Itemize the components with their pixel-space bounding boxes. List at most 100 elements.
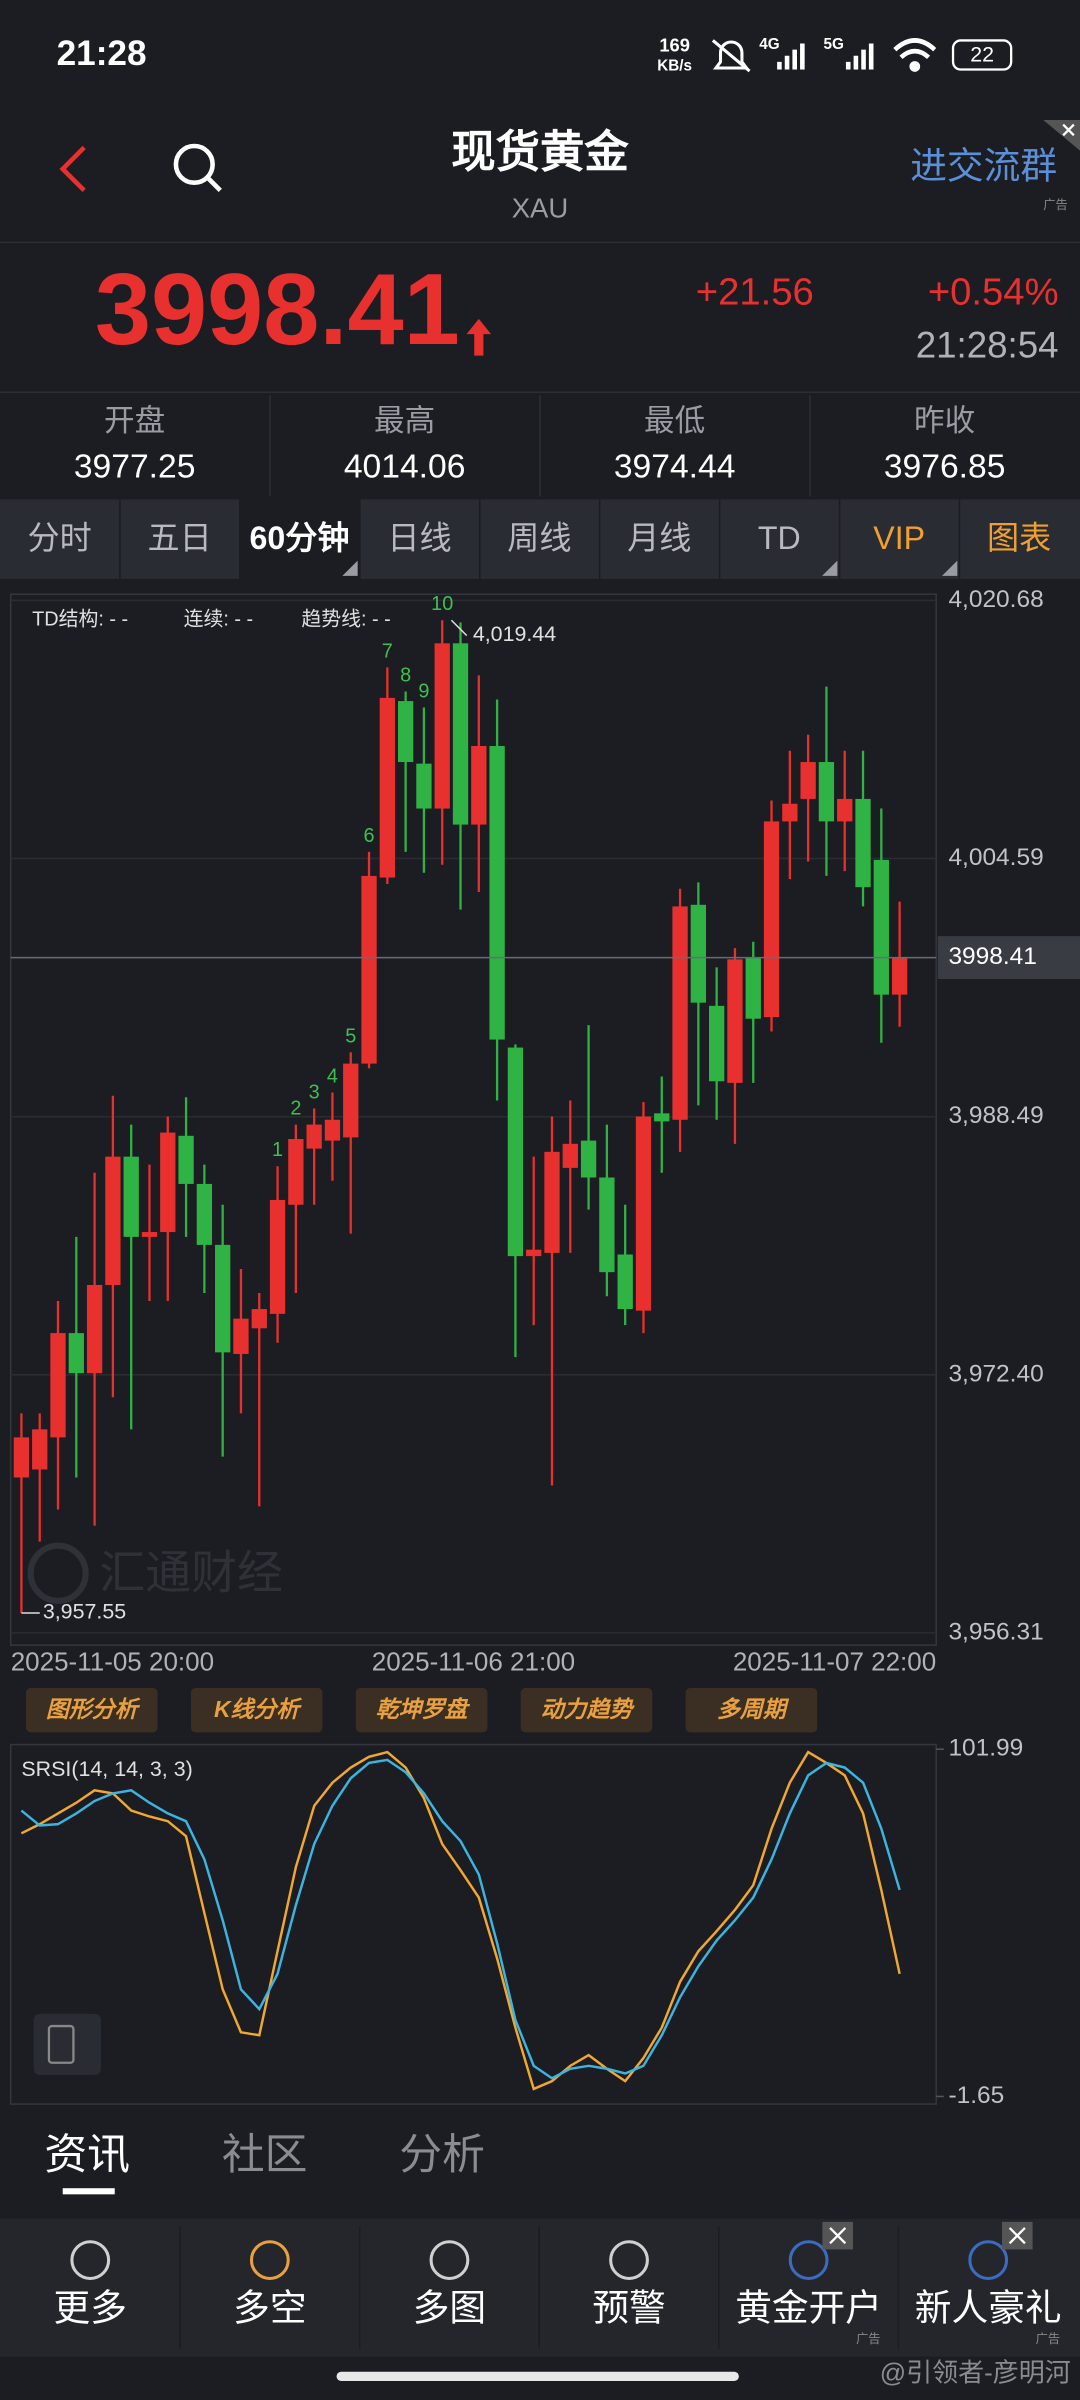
- period-tab[interactable]: 日线: [387, 520, 451, 556]
- candle-body: [727, 959, 743, 1083]
- period-tab[interactable]: 60分钟: [250, 520, 350, 556]
- nav-icon: [968, 2240, 1009, 2280]
- nav-label[interactable]: 预警: [592, 2287, 665, 2328]
- ad-close-x: [829, 2227, 847, 2245]
- candle-body: [599, 1177, 615, 1273]
- candle-body: [891, 957, 908, 995]
- period-tabs: 分时 五日 60分钟 日线 周线 月线 TD VIP 图表: [28, 499, 1051, 579]
- tool-label[interactable]: 乾坤罗盘: [376, 1696, 471, 1722]
- candle-body: [251, 1309, 267, 1329]
- indicator-line: [20, 1758, 901, 2080]
- stat-value: 3976.85: [884, 449, 1006, 486]
- last-price-label: 3998.41: [948, 943, 1036, 970]
- group-ad[interactable]: 进交流群: [910, 146, 1057, 187]
- y-tick-label: 4,020.68: [948, 586, 1043, 613]
- candle-body: [160, 1132, 176, 1233]
- legend-item: 连续: - -: [184, 608, 254, 630]
- nav-label[interactable]: 新人豪礼: [915, 2287, 1062, 2328]
- period-tab[interactable]: 周线: [507, 520, 571, 556]
- fullscreen-button[interactable]: [33, 2013, 101, 2076]
- candle-body: [141, 1232, 158, 1237]
- stat-label: 最低: [644, 404, 705, 438]
- candle-body: [105, 1156, 121, 1285]
- candle-body: [288, 1139, 304, 1205]
- chart-layer: 4,020.68 4,004.59 3,988.49 3,972.40 3,956.31…: [10, 586, 1080, 2109]
- stats-row: 开盘 3977.25 最高 4014.06 最低 3974.44 昨收 3976.85: [74, 395, 1006, 497]
- section-tab[interactable]: 资讯: [44, 2131, 130, 2179]
- section-tab[interactable]: 社区: [222, 2131, 308, 2179]
- nav-icon: [788, 2240, 829, 2280]
- nav-label[interactable]: 多空: [233, 2287, 306, 2328]
- candle-body: [690, 904, 707, 1003]
- tab-triangle: [822, 560, 838, 576]
- candle-body: [269, 1199, 286, 1314]
- quote-time: 21:28:54: [916, 325, 1059, 366]
- watermark-logo: [27, 1542, 89, 1604]
- search-button[interactable]: [173, 143, 222, 192]
- td-count: 9: [418, 680, 429, 702]
- candle-body: [86, 1284, 103, 1374]
- net-speed-unit: KB/s: [657, 57, 692, 74]
- ad-tag: 广告: [1036, 2332, 1060, 2346]
- candle-body: [782, 803, 798, 822]
- nav-label[interactable]: 黄金开户: [735, 2287, 882, 2328]
- tool-button[interactable]: [26, 1687, 158, 1733]
- tool-button[interactable]: [355, 1687, 488, 1733]
- battery-icon: [951, 39, 1013, 71]
- tool-label[interactable]: K线分析: [214, 1696, 302, 1722]
- y-tick-label: 3,988.49: [948, 1102, 1043, 1129]
- active-underline: [62, 2188, 115, 2195]
- candle-body: [489, 745, 505, 1040]
- period-tab[interactable]: 图表: [987, 520, 1051, 556]
- candle-body: [800, 762, 816, 799]
- high-pointer: [450, 619, 468, 637]
- tool-label[interactable]: 多周期: [717, 1696, 790, 1722]
- period-tab[interactable]: 分时: [28, 520, 92, 556]
- candle-body: [397, 701, 414, 763]
- td-count: 2: [290, 1098, 301, 1120]
- y-tick-label: 4,004.59: [948, 844, 1043, 871]
- candle-body: [32, 1429, 48, 1470]
- period-tab[interactable]: 月线: [627, 520, 691, 556]
- candle-body: [580, 1140, 597, 1178]
- nav-label[interactable]: 多图: [413, 2287, 486, 2328]
- legend-item: 趋势线: - -: [301, 608, 390, 630]
- nav-label[interactable]: 更多: [54, 2287, 127, 2328]
- tool-label[interactable]: 动力趋势: [541, 1696, 636, 1722]
- candle-body: [617, 1254, 633, 1310]
- low-label: 3,957.55: [43, 1600, 126, 1624]
- tool-label[interactable]: 图形分析: [46, 1696, 141, 1722]
- indicator-panel: [9, 1743, 937, 2105]
- td-count: 3: [309, 1081, 320, 1103]
- back-button[interactable]: [59, 145, 86, 192]
- battery-level: 22: [970, 42, 994, 66]
- candle-body: [233, 1318, 249, 1354]
- period-tab[interactable]: 五日: [147, 520, 211, 556]
- candle-body: [452, 643, 469, 825]
- candle-body: [654, 1113, 670, 1122]
- net-4g: 4G: [759, 36, 779, 53]
- signal-icons: [777, 43, 874, 70]
- y-tick-label: 3,956.31: [948, 1618, 1043, 1645]
- candle-body: [178, 1135, 194, 1184]
- mute-icon: [711, 39, 751, 73]
- period-tab[interactable]: VIP: [873, 520, 925, 556]
- tool-button[interactable]: [520, 1687, 653, 1733]
- candle-body: [306, 1124, 322, 1149]
- candle-body: [635, 1116, 652, 1311]
- candle-body: [837, 798, 853, 822]
- credit: @引领者-彦明河: [880, 2358, 1071, 2388]
- period-tab[interactable]: TD: [758, 520, 801, 556]
- tool-button[interactable]: [685, 1687, 818, 1733]
- tool-button[interactable]: [190, 1687, 323, 1733]
- candle-body: [544, 1151, 560, 1253]
- candle-body: [873, 859, 889, 995]
- indicator-line: [20, 1750, 901, 2091]
- ad-close[interactable]: [1043, 120, 1080, 151]
- net-speed: 169: [659, 34, 690, 55]
- section-tab[interactable]: 分析: [399, 2131, 485, 2179]
- ad-close-x: [1008, 2227, 1026, 2245]
- indicator-title: SRSI(14, 14, 3, 3): [21, 1757, 192, 1781]
- last-price: 3998.41: [95, 254, 460, 366]
